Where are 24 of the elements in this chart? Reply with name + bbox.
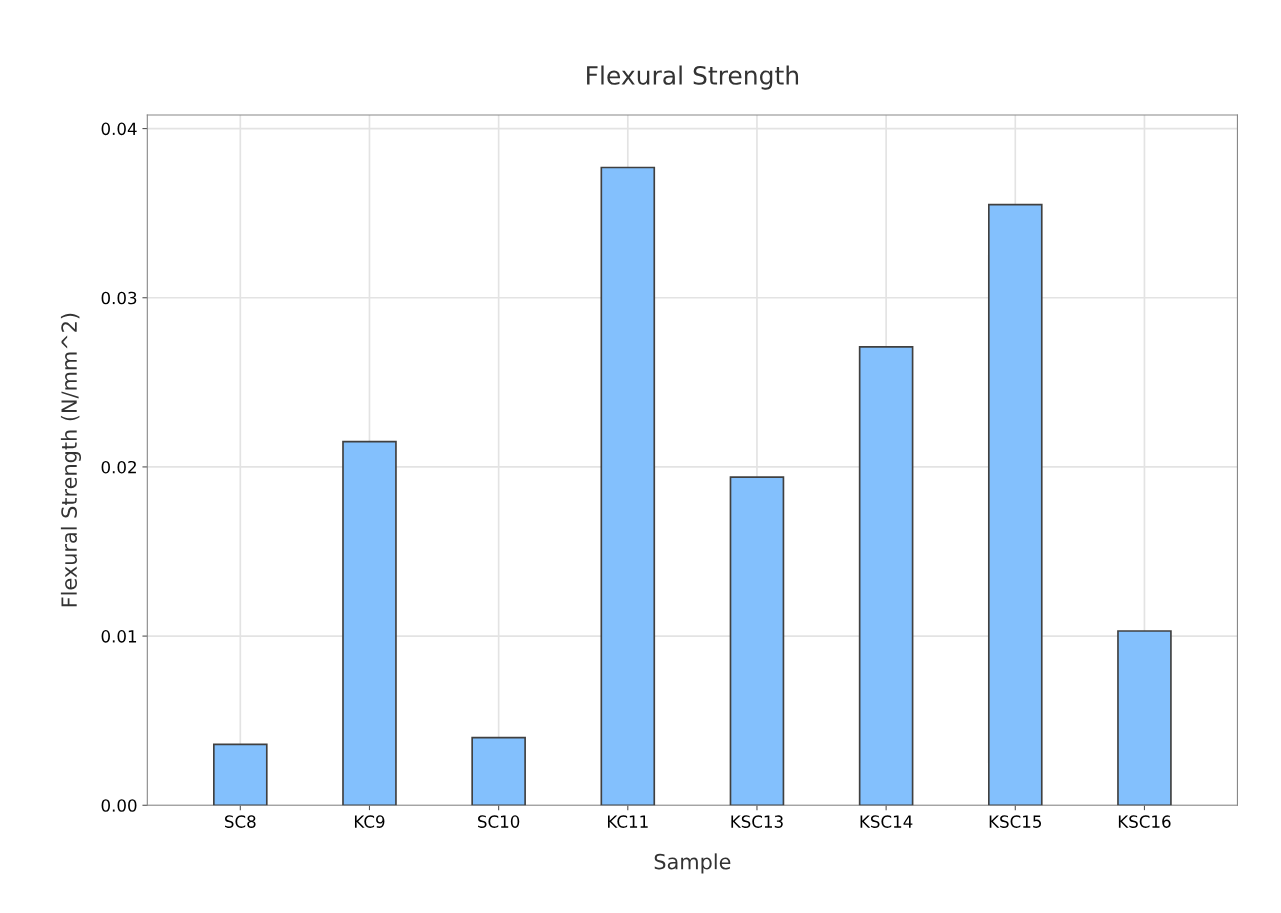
x-tick-label: SC10 xyxy=(478,815,520,828)
x-tick-label: KSC14 xyxy=(860,815,913,828)
y-tick-label: 0.00 xyxy=(101,799,137,812)
y-axis-title: Flexural Strength (N/mm^2) xyxy=(60,313,82,607)
x-axis-title: Sample xyxy=(654,853,731,874)
bar xyxy=(600,166,656,806)
y-tick-label: 0.01 xyxy=(101,630,137,643)
y-tick-label: 0.03 xyxy=(101,291,137,305)
bar xyxy=(212,743,268,806)
x-tick-label: SC8 xyxy=(225,815,256,828)
x-tick-label: KSC16 xyxy=(1118,815,1171,828)
x-tick-label: KC9 xyxy=(354,815,385,828)
bar xyxy=(987,203,1043,806)
x-tick-label: KC11 xyxy=(608,815,648,828)
bar xyxy=(858,345,914,806)
bar xyxy=(729,476,785,806)
y-tick-label: 0.04 xyxy=(101,122,137,136)
bar xyxy=(1117,630,1172,806)
y-tick-label: 0.02 xyxy=(101,460,136,474)
bar xyxy=(342,440,397,806)
x-tick-label: KSC15 xyxy=(989,815,1042,828)
chart-title: Flexural Strength xyxy=(587,65,799,90)
bar xyxy=(471,736,526,806)
x-tick-label: KSC13 xyxy=(731,815,783,828)
